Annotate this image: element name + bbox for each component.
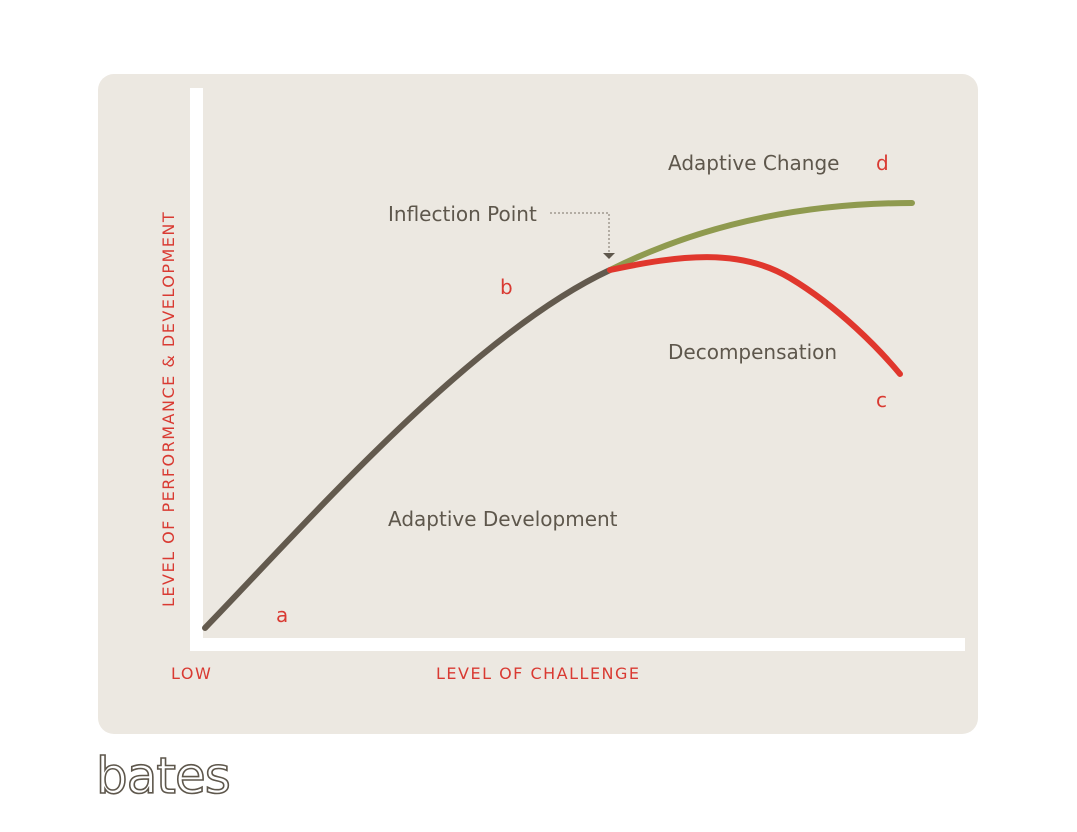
x-axis-title: LEVEL OF CHALLENGE (436, 664, 641, 683)
letter: d (876, 151, 889, 175)
inflection-leader (550, 212, 610, 252)
letter: a (276, 603, 288, 627)
label: Decompensation (668, 340, 837, 364)
panel (98, 74, 978, 734)
inflection-arrow (603, 253, 615, 259)
letter: c (876, 388, 887, 412)
decompensation-curve (607, 254, 903, 377)
logo: bates (96, 747, 230, 805)
label: Adaptive Change (668, 151, 839, 175)
low-label: LOW (171, 664, 212, 683)
label: Adaptive Development (388, 507, 618, 531)
y-axis-title: LEVEL OF PERFORMANCE & DEVELOPMENT (159, 211, 178, 607)
adaptive-change-curve (607, 200, 915, 273)
y-axis (190, 88, 203, 651)
label: Inflection Point (388, 202, 537, 226)
development-curve (202, 267, 613, 631)
letter: b (500, 275, 513, 299)
x-axis (190, 638, 965, 651)
